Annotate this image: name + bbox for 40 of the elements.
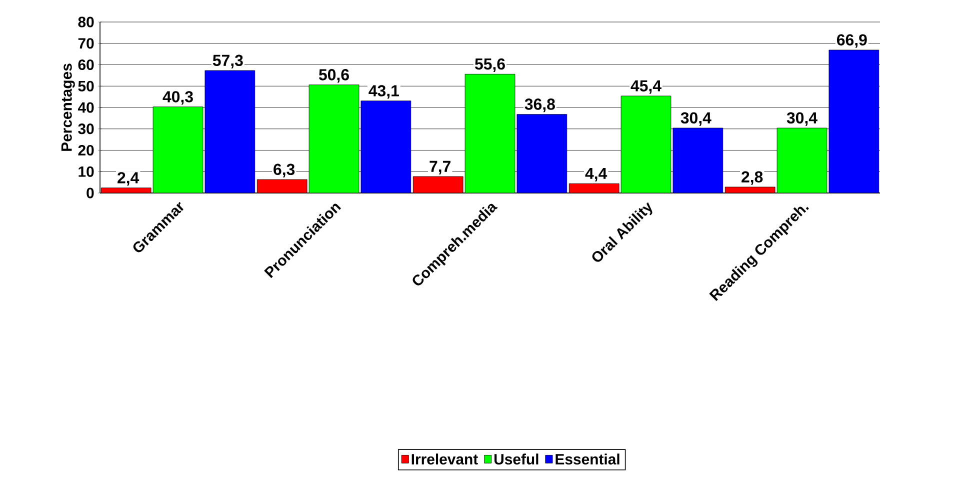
bar: [776, 128, 828, 193]
data-label: 7,7: [430, 160, 450, 174]
legend-label: Essential: [556, 454, 620, 465]
data-label: 50,6: [318, 69, 349, 83]
bar: [360, 100, 412, 193]
bar: [828, 50, 880, 193]
legend-label: Useful: [494, 454, 538, 465]
y-tick-label: 80: [78, 16, 94, 28]
bar: [152, 106, 204, 193]
data-label: 36,8: [524, 98, 555, 112]
y-tick-label: 20: [78, 144, 94, 156]
y-tick-label: 60: [78, 59, 94, 70]
y-axis-title: Percentages: [61, 64, 75, 151]
data-label: 4,4: [585, 168, 608, 182]
data-label: 43,1: [368, 85, 399, 99]
data-label: 57,3: [212, 54, 243, 68]
y-tick-label: 70: [78, 38, 94, 49]
y-tick-label: 30: [78, 124, 94, 134]
data-label: 6,3: [274, 164, 295, 178]
y-tick-label: 40: [78, 102, 94, 113]
bar: [257, 180, 308, 193]
bar: [672, 128, 724, 193]
data-label: 55,6: [474, 58, 505, 72]
bar: [620, 96, 672, 193]
legend-label: Irrelevant: [412, 454, 478, 465]
data-label: 66,9: [836, 34, 867, 48]
y-tick-label: 10: [78, 166, 94, 177]
y-tick-label: 0: [86, 188, 94, 198]
bar: [204, 70, 256, 193]
data-label: 30,4: [786, 112, 818, 126]
data-label: 40,3: [162, 91, 193, 105]
y-tick-label: 50: [78, 80, 94, 92]
bar: [464, 74, 516, 193]
bar: [308, 84, 360, 193]
data-label: 2,8: [742, 171, 763, 185]
bar: [516, 114, 568, 193]
data-label: 45,4: [630, 80, 662, 94]
bar: [412, 176, 464, 193]
data-label: 2,4: [118, 172, 140, 186]
data-label: 30,4: [680, 112, 712, 126]
